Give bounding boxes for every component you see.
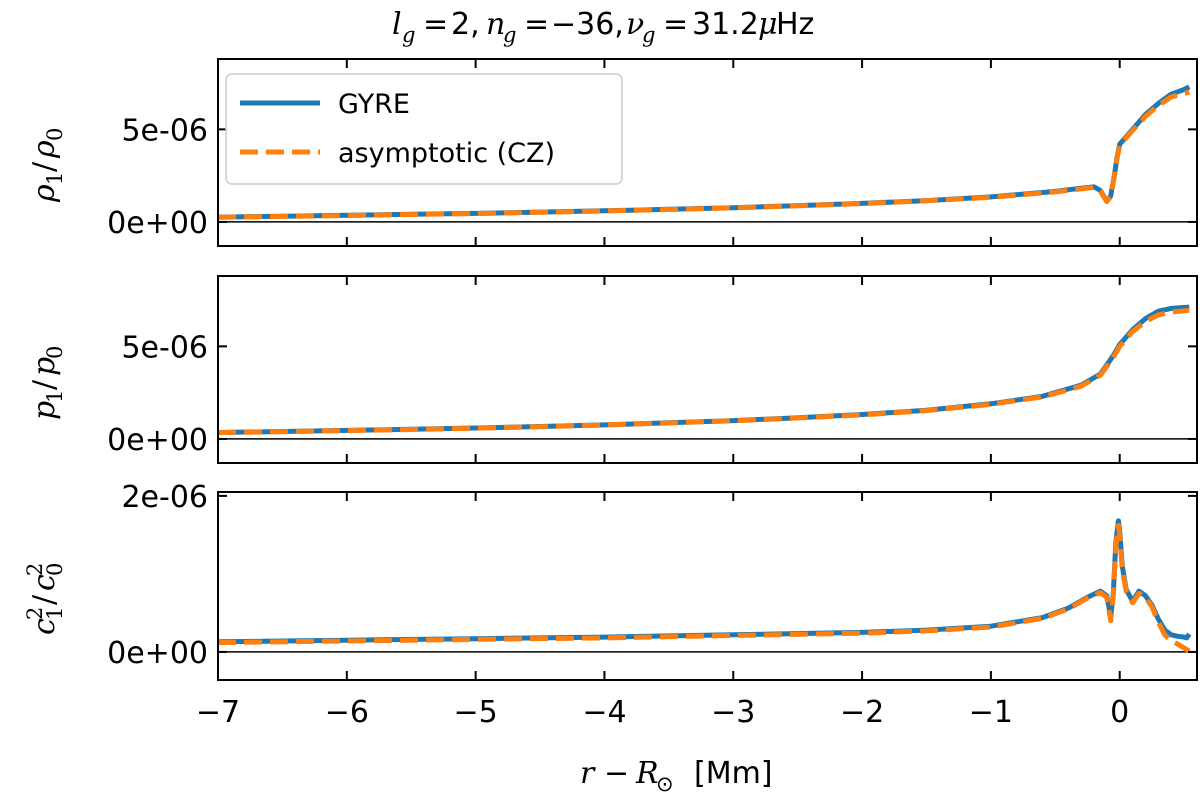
svg-text:p: p (27, 357, 62, 376)
svg-text:0: 0 (43, 563, 67, 576)
svg-text:1: 1 (43, 607, 67, 620)
ylabel-panel-1: ρ 1 / ρ 0 (27, 128, 67, 203)
svg-text:/: / (27, 379, 62, 390)
svg-text:=: = (663, 7, 688, 42)
x-tick-label: −7 (196, 695, 240, 730)
svg-text:0: 0 (43, 128, 67, 141)
y-tick-label: 5e-06 (121, 113, 208, 148)
y-tick-label: 5e-06 (121, 330, 208, 365)
svg-text:2,: 2, (451, 7, 480, 42)
svg-text:μ: μ (758, 7, 778, 42)
legend-label-asymptotic: asymptotic (CZ) (338, 138, 555, 169)
svg-text:r: r (580, 756, 596, 791)
y-tick-label: 0e+00 (107, 423, 208, 458)
svg-text:=: = (423, 7, 448, 42)
y-tick-label: 2e-06 (121, 480, 208, 515)
svg-text:ρ: ρ (27, 184, 62, 203)
x-tick-label: −3 (711, 695, 755, 730)
legend-label-gyre: GYRE (338, 89, 410, 120)
chart-title: l g = 2, n g = −36, ν g = 31.2 μ Hz (392, 7, 814, 47)
series-line-asymptotic (217, 523, 1191, 654)
series-line-gyre (217, 518, 1192, 645)
svg-text:R: R (635, 756, 659, 791)
svg-text:1: 1 (43, 172, 67, 185)
svg-text:⊙: ⊙ (656, 772, 674, 796)
svg-text:=: = (524, 7, 549, 42)
y-tick-label: 0e+00 (107, 206, 208, 241)
svg-text:0: 0 (43, 346, 67, 359)
svg-text:−36,: −36, (551, 7, 624, 42)
axes-frame (217, 58, 1198, 247)
svg-text:Hz: Hz (776, 7, 814, 42)
svg-text:ν: ν (626, 7, 644, 42)
x-axis-label: r − R ⊙ [Mm] (580, 756, 773, 796)
svg-text:g: g (402, 23, 415, 47)
axes-frame (217, 275, 1198, 464)
panel-2: 0e+00 5e-06 (107, 275, 1198, 464)
x-tick-label: −2 (840, 695, 884, 730)
svg-text:2: 2 (23, 563, 47, 576)
x-tick-label: −6 (325, 695, 369, 730)
svg-text:−: − (604, 756, 629, 791)
svg-text:/: / (27, 161, 62, 172)
x-tick-label: −1 (969, 695, 1013, 730)
legend: GYRE asymptotic (CZ) (225, 73, 623, 185)
series-line-asymptotic (217, 89, 1190, 220)
svg-text:[Mm]: [Mm] (694, 756, 773, 791)
svg-text:g: g (503, 23, 516, 47)
ylabel-panel-3: c 2 1 / c 2 0 (23, 563, 67, 635)
svg-text:1: 1 (43, 390, 67, 403)
legend-frame (225, 73, 623, 185)
svg-text:g: g (642, 23, 655, 47)
panel-3: 0e+00 2e-06 −7 −6 −5 −4 −3 −2 −1 0 (107, 480, 1198, 730)
svg-text:31.2: 31.2 (692, 7, 759, 42)
svg-text:c: c (27, 574, 62, 591)
panel-1: 0e+00 5e-06 (107, 58, 1198, 247)
x-tick-label: −4 (582, 695, 626, 730)
axes-frame (217, 491, 1198, 681)
svg-text:/: / (27, 594, 62, 605)
svg-text:c: c (27, 618, 62, 635)
x-tick-label: 0 (1110, 695, 1129, 730)
svg-text:ρ: ρ (27, 140, 62, 159)
series-line-asymptotic (217, 307, 1190, 436)
x-tick-label: −5 (454, 695, 498, 730)
svg-text:p: p (27, 401, 62, 420)
ylabel-panel-2: p 1 / p 0 (27, 346, 67, 420)
svg-text:l: l (392, 7, 402, 42)
svg-text:2: 2 (23, 607, 47, 620)
y-tick-label: 0e+00 (107, 636, 208, 671)
series-line-gyre (217, 304, 1190, 435)
svg-text:n: n (486, 7, 505, 42)
